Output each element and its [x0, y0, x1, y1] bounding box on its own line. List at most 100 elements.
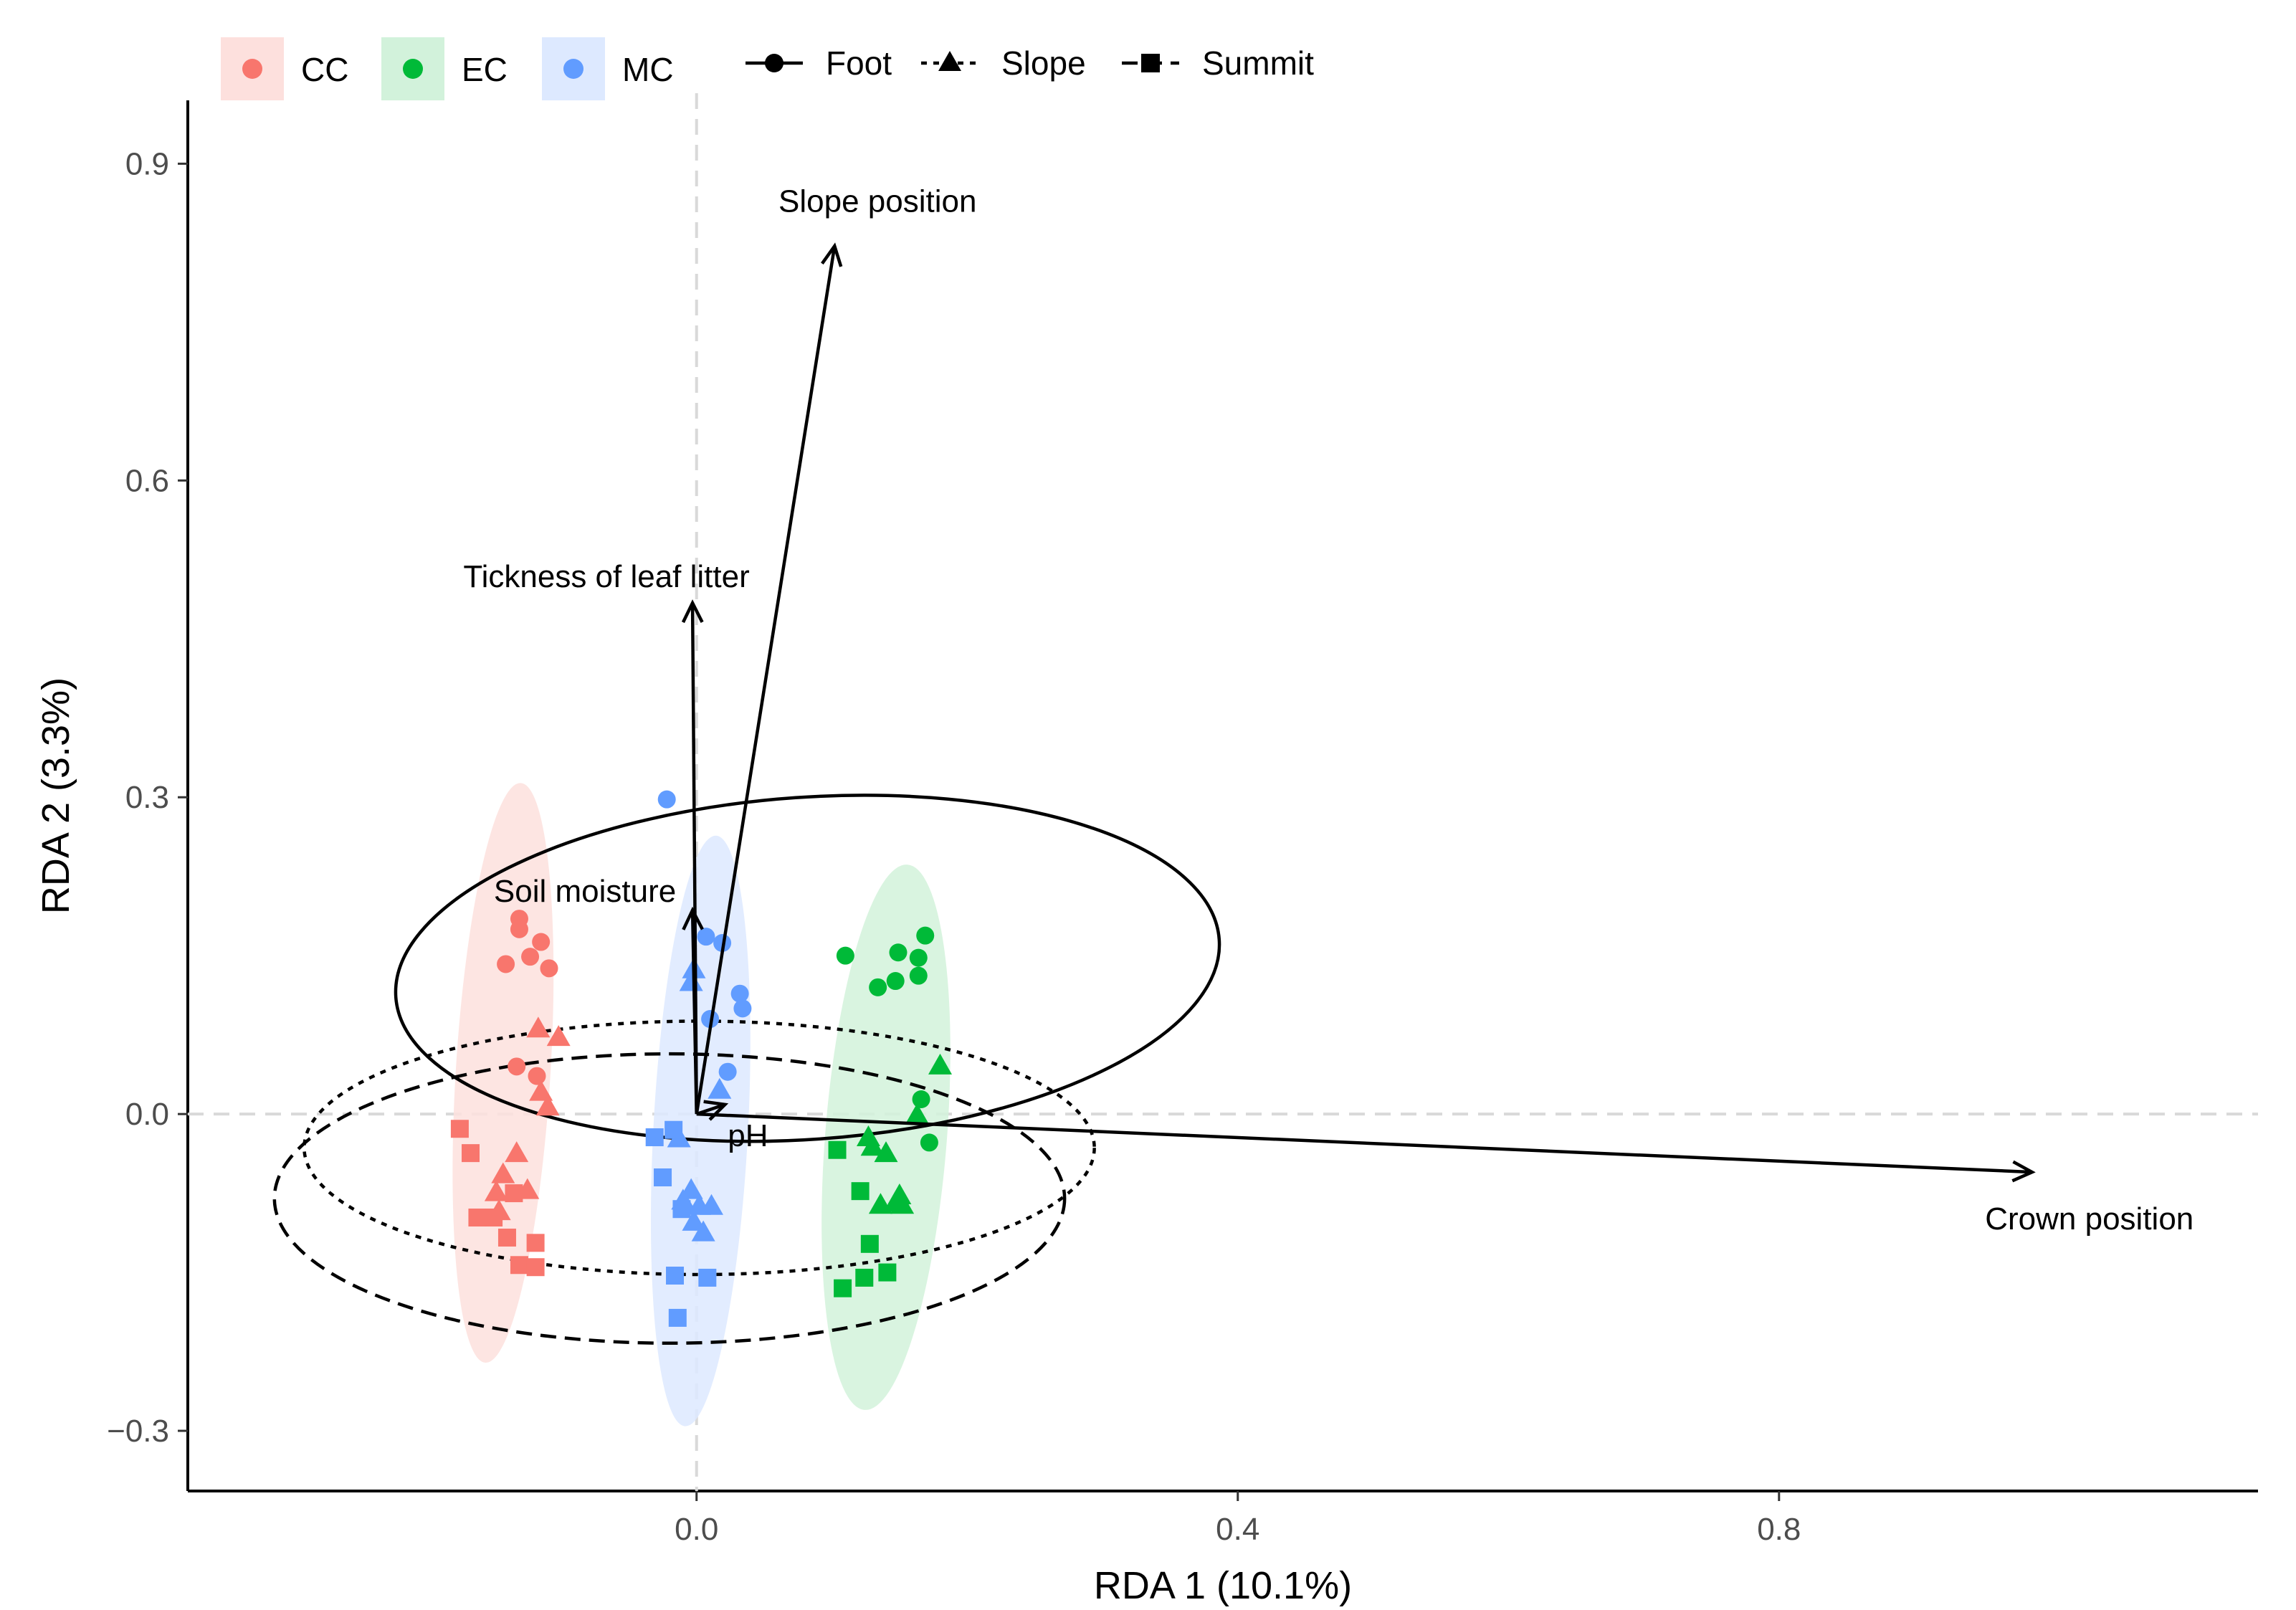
position-ellipses	[272, 794, 1221, 1345]
legend-label-foot: Foot	[826, 44, 892, 82]
point-mc-summit	[645, 1128, 664, 1147]
point-cc-foot	[540, 959, 558, 978]
legend-item-ec: EC	[381, 37, 508, 100]
legend-item-slope: Slope	[921, 44, 1086, 82]
point-mc-slope	[708, 1077, 732, 1099]
point-ec-foot	[836, 946, 854, 965]
y-tick-label: 0.6	[125, 463, 169, 498]
environmental-vectors: Slope position Tickness of leaf litter Soi…	[463, 184, 2193, 1237]
point-cc-summit	[505, 1184, 523, 1203]
point-cc-foot	[521, 948, 540, 966]
point-cc-slope	[535, 1095, 560, 1116]
axes	[178, 100, 2258, 1501]
point-mc-summit	[668, 1308, 687, 1327]
legend-item-summit: Summit	[1122, 44, 1314, 82]
point-ec-foot	[909, 966, 928, 985]
ellipse-ec	[821, 864, 951, 1410]
legend-item-mc: MC	[542, 37, 674, 100]
point-ec-summit	[828, 1140, 847, 1159]
point-cc-summit	[510, 1256, 528, 1275]
point-cc-slope	[529, 1080, 553, 1101]
point-cc-foot	[528, 1067, 546, 1085]
point-ec-slope	[890, 1193, 915, 1214]
point-ec-foot	[909, 948, 928, 967]
point-mc-summit	[666, 1266, 685, 1285]
point-cc-summit	[468, 1208, 487, 1226]
point-cc-summit	[526, 1258, 545, 1277]
x-tick-label: 0.8	[1757, 1512, 1801, 1547]
point-cc-slope	[526, 1016, 551, 1038]
vector-ph	[696, 1102, 726, 1116]
legend-dot-mc	[563, 59, 583, 79]
point-mc-slope	[699, 1194, 723, 1215]
legend-label-slope: Slope	[1001, 44, 1086, 82]
y-tick-label: 0.3	[125, 780, 169, 815]
point-mc-foot	[733, 999, 752, 1018]
vector-label-soil-moisture: Soil moisture	[494, 874, 676, 909]
legend-dot-ec	[403, 59, 423, 79]
point-cc-slope	[546, 1025, 571, 1047]
point-mc-summit	[672, 1200, 691, 1219]
legend-label-mc: MC	[622, 51, 674, 88]
point-mc-slope	[691, 1220, 715, 1242]
vector-arrowhead-soil-moisture	[682, 906, 704, 930]
point-cc-foot	[497, 955, 515, 973]
point-cc-foot	[508, 1057, 526, 1076]
vector-label-ph: pH	[728, 1118, 768, 1153]
y-tick-label: −0.3	[107, 1414, 169, 1449]
x-tick-label: 0.0	[675, 1512, 718, 1547]
legend-shape-slope	[938, 51, 961, 71]
point-ec-summit	[860, 1234, 879, 1253]
point-cc-summit	[485, 1208, 503, 1226]
point-ec-slope	[874, 1141, 898, 1163]
y-axis-title: RDA 2 (3.3%)	[34, 677, 77, 914]
point-ec-foot	[889, 943, 908, 962]
legend-label-cc: CC	[301, 51, 348, 88]
legend-shape-foot	[765, 54, 783, 72]
legend-label-ec: EC	[462, 51, 508, 88]
point-ec-foot	[869, 978, 887, 996]
vector-soil-moisture	[690, 910, 698, 1115]
vector-label-tickness-of-leaf-litter: Tickness of leaf litter	[463, 559, 749, 594]
legend-shape-summit	[1141, 54, 1160, 72]
vector-arrowhead-tickness-of-leaf-litter	[681, 599, 704, 624]
point-ec-foot	[920, 1133, 938, 1152]
vector-label-slope-position: Slope position	[778, 184, 976, 219]
vector-slope-position	[695, 245, 837, 1115]
y-tick-label: 0.0	[125, 1097, 169, 1132]
legend: CC EC MC Foot Slope Summit	[221, 37, 1314, 100]
point-cc-summit	[526, 1234, 545, 1252]
legend-label-summit: Summit	[1202, 44, 1314, 82]
point-mc-foot	[657, 790, 676, 809]
point-ec-slope	[905, 1103, 929, 1125]
point-cc-summit	[462, 1144, 480, 1163]
point-ec-foot	[916, 926, 935, 945]
point-ec-foot	[912, 1090, 930, 1109]
point-ec-summit	[878, 1263, 897, 1282]
ellipse-cc	[452, 783, 554, 1363]
tick-labels: 0.0 0.4 0.8 −0.3 0.0 0.3 0.6 0.9	[107, 146, 1801, 1547]
point-ec-summit	[855, 1268, 874, 1287]
legend-dot-cc	[242, 59, 262, 79]
vector-arrowhead-crown-position	[2011, 1160, 2036, 1183]
x-tick-label: 0.4	[1216, 1512, 1259, 1547]
point-mc-foot	[697, 928, 715, 946]
point-ec-slope	[860, 1135, 885, 1156]
legend-item-cc: CC	[221, 37, 348, 100]
point-mc-foot	[730, 984, 749, 1003]
point-mc-summit	[654, 1168, 672, 1187]
point-ec-foot	[886, 972, 905, 991]
y-tick-label: 0.9	[125, 146, 169, 181]
point-cc-slope	[484, 1180, 508, 1201]
ellipse-summit	[272, 1052, 1067, 1345]
vector-arrowhead-slope-position	[821, 242, 843, 267]
vector-label-crown-position: Crown position	[1985, 1201, 2193, 1237]
point-cc-foot	[532, 933, 551, 951]
point-mc-foot	[718, 1062, 737, 1081]
point-ec-slope	[928, 1053, 952, 1075]
point-cc-slope	[491, 1162, 515, 1183]
ellipse-slope	[303, 1019, 1096, 1277]
point-cc-slope	[505, 1141, 529, 1163]
axis-titles: RDA 1 (10.1%) RDA 2 (3.3%)	[34, 677, 1352, 1607]
